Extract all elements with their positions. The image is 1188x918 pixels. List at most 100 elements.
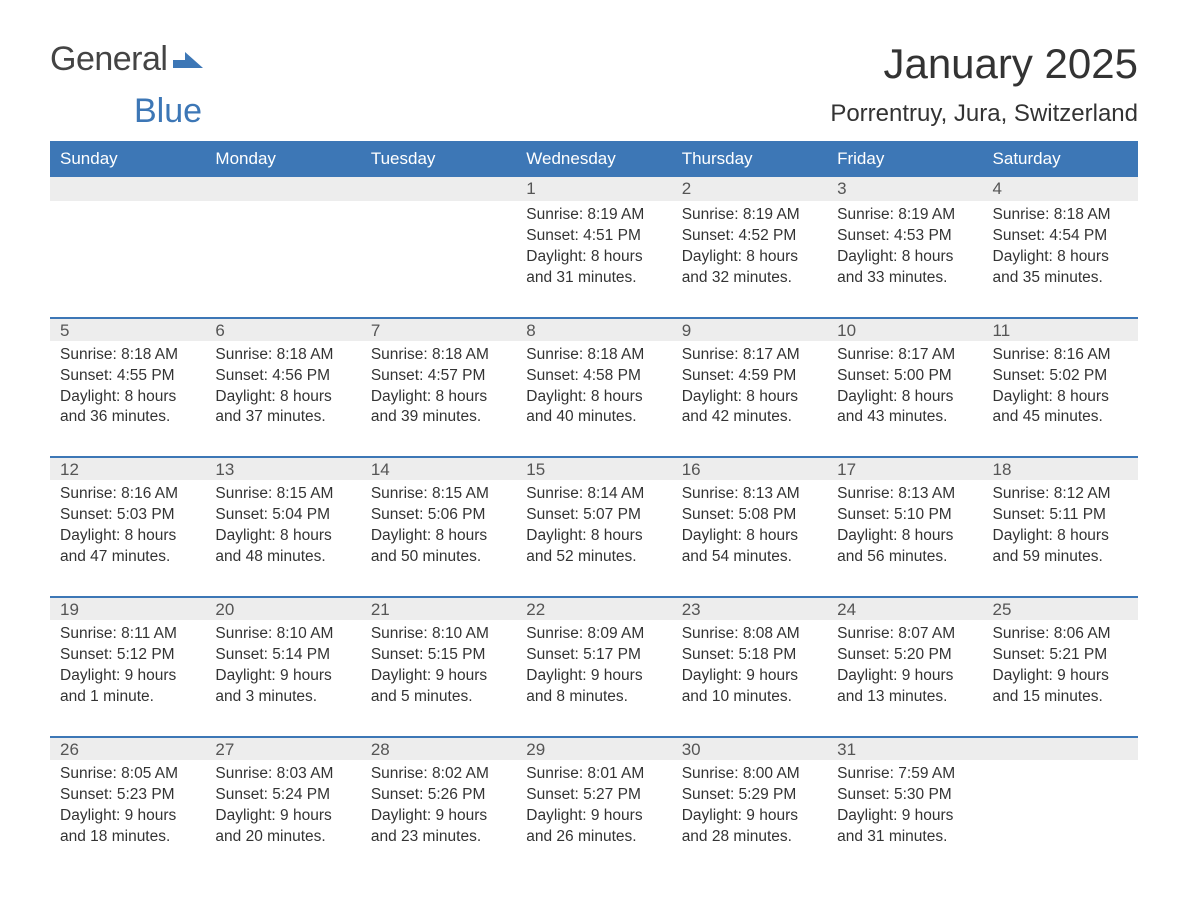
daylight-line-1: Daylight: 8 hours [993, 526, 1128, 547]
day-header: Monday [205, 141, 360, 177]
sunrise-line: Sunrise: 8:16 AM [60, 484, 195, 505]
day-number: 9 [672, 317, 827, 341]
day-cell: 16Sunrise: 8:13 AMSunset: 5:08 PMDayligh… [672, 456, 827, 596]
day-body: Sunrise: 8:18 AMSunset: 4:54 PMDaylight:… [983, 201, 1138, 317]
sunrise-line: Sunrise: 8:09 AM [526, 624, 661, 645]
daynum-band-empty [50, 177, 205, 201]
daylight-line-1: Daylight: 9 hours [682, 806, 817, 827]
daylight-line-2: and 56 minutes. [837, 547, 972, 568]
day-body: Sunrise: 8:01 AMSunset: 5:27 PMDaylight:… [516, 760, 671, 876]
sunset-line: Sunset: 5:17 PM [526, 645, 661, 666]
daylight-line-1: Daylight: 8 hours [682, 526, 817, 547]
daylight-line-1: Daylight: 8 hours [993, 247, 1128, 268]
day-body: Sunrise: 8:15 AMSunset: 5:06 PMDaylight:… [361, 480, 516, 596]
daylight-line-2: and 13 minutes. [837, 687, 972, 708]
day-number: 10 [827, 317, 982, 341]
sunset-line: Sunset: 5:07 PM [526, 505, 661, 526]
daylight-line-2: and 35 minutes. [993, 268, 1128, 289]
daylight-line-2: and 28 minutes. [682, 827, 817, 848]
logo-flag-icon [173, 50, 207, 75]
daylight-line-1: Daylight: 9 hours [837, 666, 972, 687]
sunset-line: Sunset: 5:11 PM [993, 505, 1128, 526]
day-body: Sunrise: 8:17 AMSunset: 5:00 PMDaylight:… [827, 341, 982, 457]
day-header: Sunday [50, 141, 205, 177]
day-cell: 20Sunrise: 8:10 AMSunset: 5:14 PMDayligh… [205, 596, 360, 736]
daylight-line-1: Daylight: 8 hours [215, 526, 350, 547]
sunset-line: Sunset: 5:06 PM [371, 505, 506, 526]
daylight-line-2: and 36 minutes. [60, 407, 195, 428]
daynum-band-empty [983, 736, 1138, 760]
day-cell: 28Sunrise: 8:02 AMSunset: 5:26 PMDayligh… [361, 736, 516, 876]
day-body: Sunrise: 8:16 AMSunset: 5:03 PMDaylight:… [50, 480, 205, 596]
day-number: 15 [516, 456, 671, 480]
day-body: Sunrise: 8:19 AMSunset: 4:53 PMDaylight:… [827, 201, 982, 317]
day-body: Sunrise: 8:03 AMSunset: 5:24 PMDaylight:… [205, 760, 360, 876]
sunrise-line: Sunrise: 8:10 AM [371, 624, 506, 645]
day-number: 7 [361, 317, 516, 341]
day-cell: 24Sunrise: 8:07 AMSunset: 5:20 PMDayligh… [827, 596, 982, 736]
day-cell: 21Sunrise: 8:10 AMSunset: 5:15 PMDayligh… [361, 596, 516, 736]
day-body: Sunrise: 8:16 AMSunset: 5:02 PMDaylight:… [983, 341, 1138, 457]
daylight-line-1: Daylight: 9 hours [682, 666, 817, 687]
week-row: 12Sunrise: 8:16 AMSunset: 5:03 PMDayligh… [50, 456, 1138, 596]
calendar-table: SundayMondayTuesdayWednesdayThursdayFrid… [50, 141, 1138, 875]
daylight-line-1: Daylight: 8 hours [993, 387, 1128, 408]
logo-text-blue: Blue [134, 92, 202, 130]
sunset-line: Sunset: 4:54 PM [993, 226, 1128, 247]
day-header: Thursday [672, 141, 827, 177]
sunset-line: Sunset: 5:23 PM [60, 785, 195, 806]
sunrise-line: Sunrise: 8:18 AM [215, 345, 350, 366]
sunrise-line: Sunrise: 8:18 AM [993, 205, 1128, 226]
day-cell [983, 736, 1138, 876]
sunset-line: Sunset: 5:21 PM [993, 645, 1128, 666]
daylight-line-1: Daylight: 9 hours [371, 666, 506, 687]
sunrise-line: Sunrise: 8:10 AM [215, 624, 350, 645]
day-number: 20 [205, 596, 360, 620]
daylight-line-2: and 50 minutes. [371, 547, 506, 568]
daylight-line-2: and 39 minutes. [371, 407, 506, 428]
daylight-line-1: Daylight: 9 hours [215, 666, 350, 687]
day-number: 28 [361, 736, 516, 760]
day-cell: 7Sunrise: 8:18 AMSunset: 4:57 PMDaylight… [361, 317, 516, 457]
day-cell: 18Sunrise: 8:12 AMSunset: 5:11 PMDayligh… [983, 456, 1138, 596]
sunrise-line: Sunrise: 8:18 AM [371, 345, 506, 366]
day-body: Sunrise: 8:12 AMSunset: 5:11 PMDaylight:… [983, 480, 1138, 596]
sunrise-line: Sunrise: 8:08 AM [682, 624, 817, 645]
daylight-line-1: Daylight: 8 hours [371, 526, 506, 547]
day-header: Saturday [983, 141, 1138, 177]
daylight-line-2: and 3 minutes. [215, 687, 350, 708]
day-cell: 12Sunrise: 8:16 AMSunset: 5:03 PMDayligh… [50, 456, 205, 596]
day-number: 19 [50, 596, 205, 620]
sunrise-line: Sunrise: 8:11 AM [60, 624, 195, 645]
week-row: 1Sunrise: 8:19 AMSunset: 4:51 PMDaylight… [50, 177, 1138, 317]
daylight-line-2: and 8 minutes. [526, 687, 661, 708]
day-cell [50, 177, 205, 317]
day-cell: 13Sunrise: 8:15 AMSunset: 5:04 PMDayligh… [205, 456, 360, 596]
day-cell: 3Sunrise: 8:19 AMSunset: 4:53 PMDaylight… [827, 177, 982, 317]
day-body: Sunrise: 8:18 AMSunset: 4:58 PMDaylight:… [516, 341, 671, 457]
sunrise-line: Sunrise: 8:07 AM [837, 624, 972, 645]
day-number: 17 [827, 456, 982, 480]
sunrise-line: Sunrise: 8:19 AM [837, 205, 972, 226]
daylight-line-1: Daylight: 9 hours [60, 806, 195, 827]
sunrise-line: Sunrise: 7:59 AM [837, 764, 972, 785]
day-cell: 14Sunrise: 8:15 AMSunset: 5:06 PMDayligh… [361, 456, 516, 596]
day-number: 31 [827, 736, 982, 760]
sunset-line: Sunset: 5:18 PM [682, 645, 817, 666]
day-number: 4 [983, 177, 1138, 201]
daylight-line-1: Daylight: 9 hours [215, 806, 350, 827]
daylight-line-2: and 42 minutes. [682, 407, 817, 428]
sunrise-line: Sunrise: 8:15 AM [215, 484, 350, 505]
sunset-line: Sunset: 4:53 PM [837, 226, 972, 247]
daylight-line-2: and 32 minutes. [682, 268, 817, 289]
sunset-line: Sunset: 5:03 PM [60, 505, 195, 526]
day-number: 24 [827, 596, 982, 620]
daylight-line-2: and 23 minutes. [371, 827, 506, 848]
day-body: Sunrise: 8:17 AMSunset: 4:59 PMDaylight:… [672, 341, 827, 457]
daylight-line-2: and 45 minutes. [993, 407, 1128, 428]
daylight-line-2: and 47 minutes. [60, 547, 195, 568]
sunset-line: Sunset: 5:26 PM [371, 785, 506, 806]
sunset-line: Sunset: 5:15 PM [371, 645, 506, 666]
day-body: Sunrise: 7:59 AMSunset: 5:30 PMDaylight:… [827, 760, 982, 876]
sunset-line: Sunset: 4:52 PM [682, 226, 817, 247]
